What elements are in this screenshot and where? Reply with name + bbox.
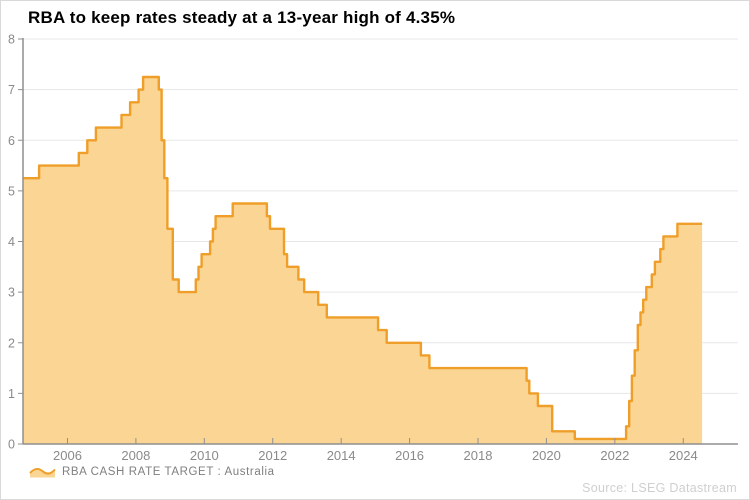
svg-text:7: 7 — [8, 83, 15, 97]
svg-text:5: 5 — [8, 184, 15, 198]
svg-text:2008: 2008 — [121, 448, 150, 463]
svg-text:2012: 2012 — [258, 448, 287, 463]
chart-title: RBA to keep rates steady at a 13-year hi… — [28, 8, 456, 27]
svg-text:2020: 2020 — [532, 448, 561, 463]
svg-text:4: 4 — [8, 235, 15, 249]
svg-text:2022: 2022 — [600, 448, 629, 463]
svg-text:2: 2 — [8, 336, 15, 350]
legend-series-label: RBA CASH RATE TARGET : Australia — [62, 465, 275, 478]
svg-text:8: 8 — [8, 33, 15, 47]
svg-text:2010: 2010 — [190, 448, 219, 463]
svg-text:1: 1 — [8, 387, 15, 401]
svg-text:6: 6 — [8, 134, 15, 148]
svg-text:2006: 2006 — [53, 448, 82, 463]
svg-text:0: 0 — [8, 438, 15, 452]
chart-legend: RBA CASH RATE TARGET : Australia — [29, 465, 275, 478]
source-attribution: Source: LSEG Datastream — [582, 481, 737, 495]
svg-text:2018: 2018 — [464, 448, 493, 463]
svg-text:3: 3 — [8, 286, 15, 300]
svg-text:2014: 2014 — [327, 448, 356, 463]
legend-area-icon — [29, 467, 56, 478]
svg-text:2024: 2024 — [669, 448, 698, 463]
svg-text:2016: 2016 — [395, 448, 424, 463]
